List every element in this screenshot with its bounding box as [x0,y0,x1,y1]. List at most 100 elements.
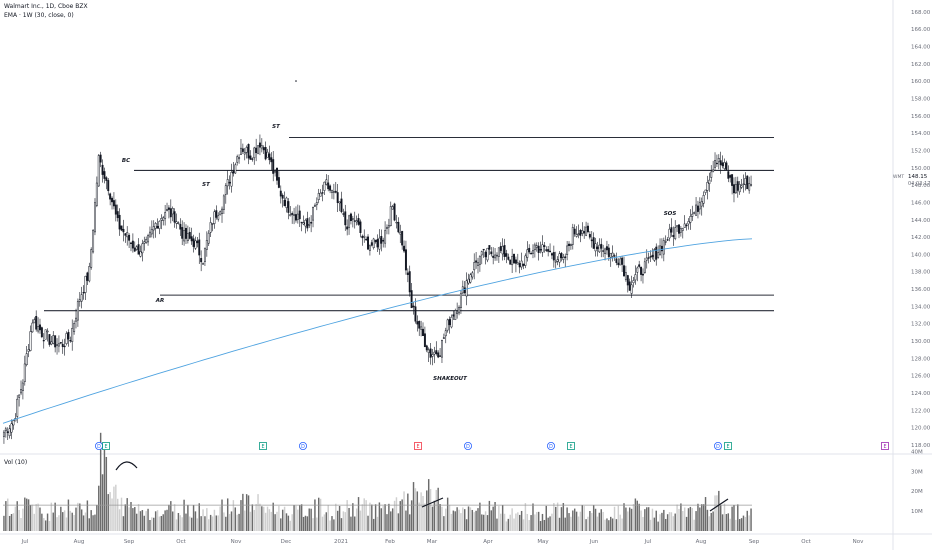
candle-body [289,214,292,217]
candle-body [238,157,241,160]
ticker-label: WMT [893,174,904,180]
candle-body [8,428,11,437]
candle-body [12,420,15,426]
volume-bar [699,507,701,531]
candle-body [573,228,576,235]
candle-body [249,155,252,160]
candle-body [207,232,210,244]
volume-bar [464,509,466,531]
candle-body [607,247,610,257]
candle-body [183,230,186,242]
candle-body [6,431,9,434]
volume-bar [52,512,54,531]
volume-bar [111,498,113,531]
candle-body [211,223,214,225]
volume-bar [221,499,223,531]
volume-bar [43,518,45,531]
volume-bar [589,511,591,531]
candle-body [520,260,523,268]
candle-body [566,245,569,255]
candle-body [569,244,572,246]
candle-body [65,333,68,344]
candle-body [133,247,136,252]
volume-bar [719,505,722,531]
candle-body [397,221,400,233]
candle-body [71,327,74,342]
volume-bar [750,508,752,531]
candle-body [505,253,508,257]
volume-bar [327,505,329,531]
price-tick-label: 168.00 [911,10,931,16]
volume-bar [80,509,83,531]
volume-bar [564,517,566,531]
candle-body [734,184,737,194]
volume-bar [225,516,227,531]
volume-tick-label: 30M [911,469,923,475]
volume-bar [482,514,485,531]
volume-bar [642,516,644,531]
volume-bar [304,515,307,531]
event-marker-dividend [298,441,307,450]
event-marker-letter: E [569,444,572,450]
candle-body [378,237,381,250]
time-tick-label: Oct [801,539,811,545]
candle-body [10,423,13,433]
volume-bar [367,515,369,531]
candle-body [619,258,622,266]
volume-bar [346,500,348,531]
volume-bar [98,485,100,531]
event-marker-earnings [567,441,575,450]
volume-bar [132,508,134,531]
volume-bar [361,504,364,531]
candle-body [560,252,563,259]
volume-bar [646,507,648,531]
volume-bar [297,509,299,531]
candle-body [664,241,667,243]
volume-bar [653,517,656,531]
time-tick-label: Apr [483,539,493,545]
candle-body [604,248,607,255]
volume-bar [606,518,608,531]
volume-bar [615,519,618,531]
candle-body [86,272,89,281]
volume-bar [680,503,682,531]
candle-body [158,221,161,229]
event-marker-earnings [724,441,732,450]
candle-body [251,158,254,160]
price-tick-label: 120.00 [911,426,931,432]
volume-bar [33,513,36,531]
candle-body [164,212,167,219]
price-tick-label: 154.00 [911,131,931,137]
volume-bar [410,500,413,531]
volume-bar [594,508,597,531]
candle-body [18,394,21,398]
volume-bar [200,516,202,531]
volume-bar [515,513,517,531]
volume-bar [628,507,631,531]
volume-bar [704,497,707,531]
candle-body [469,274,472,283]
volume-bar [177,512,180,531]
volume-bar [135,513,138,531]
candle-body [456,311,459,314]
dividend-badge [298,441,307,450]
indicator-label: EMA · 1W (30, close, 0) [4,12,74,19]
candle-body [137,244,140,255]
candle-body [662,240,665,255]
candle-body [532,250,534,254]
volume-bar [424,503,426,531]
candle-body [173,211,176,223]
candle-body [372,238,375,248]
volume-bar [537,511,540,531]
candle-body [16,398,19,417]
volume-bar [251,504,254,531]
volume-bar [429,489,432,531]
candle-body [605,246,608,251]
candle-body [353,220,356,222]
volume-bar [541,513,544,531]
event-marker-letter: D [466,444,470,450]
event-marker-letter: D [301,444,305,450]
candle-body [241,148,244,152]
annotation-label: AR [155,298,165,304]
